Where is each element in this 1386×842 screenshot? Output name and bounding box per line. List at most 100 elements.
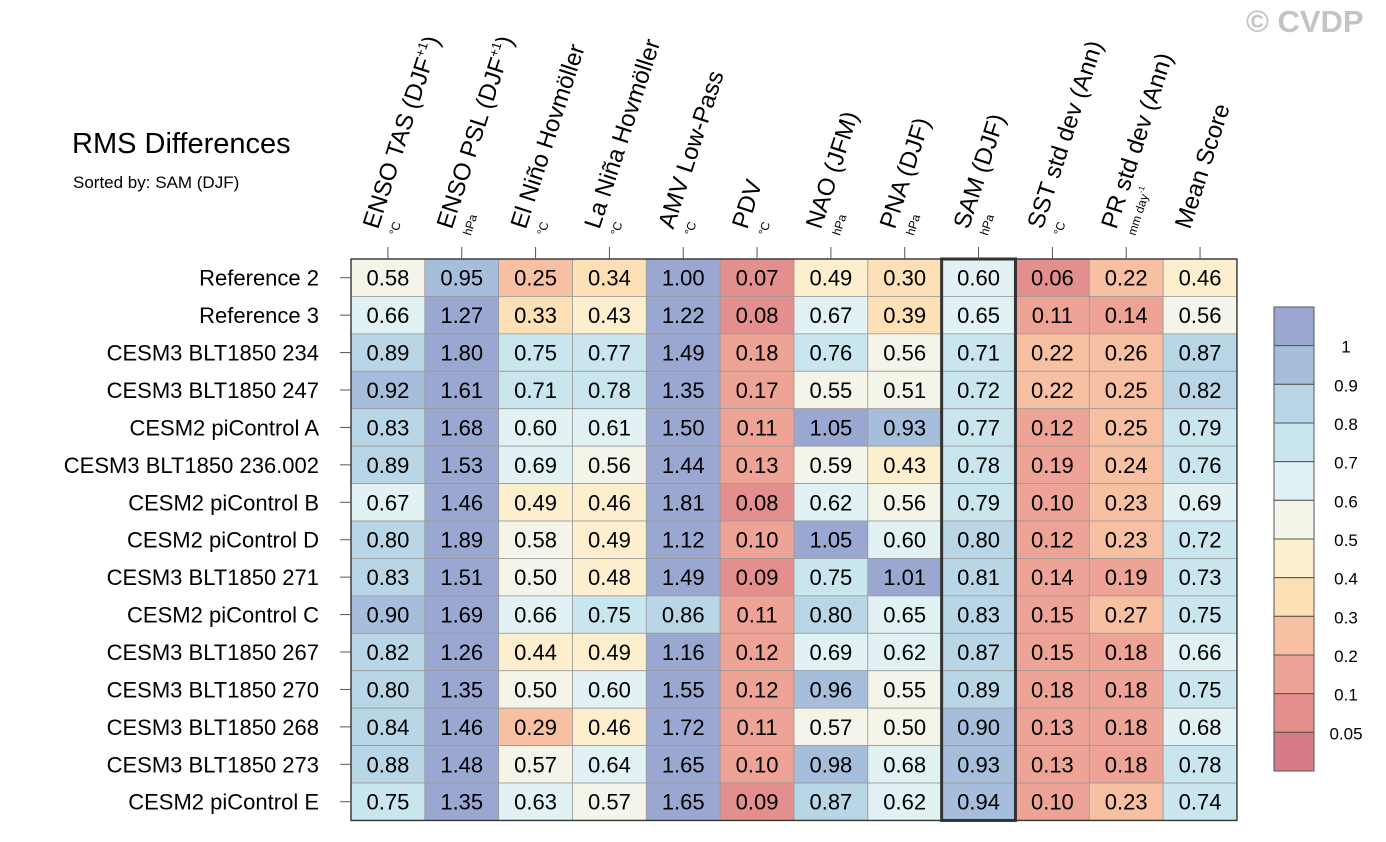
- cell-value-label: 1.69: [440, 603, 483, 628]
- cell-value-label: 0.69: [1179, 490, 1222, 515]
- cell-value-label: 0.75: [367, 790, 410, 815]
- colorbar-tick-label: 0.9: [1334, 376, 1358, 395]
- cell-value-label: 0.34: [588, 266, 631, 291]
- column-unit-label: hPa: [460, 212, 480, 237]
- heatmap-cell: [867, 445, 943, 484]
- heatmap-cell: [1015, 745, 1090, 784]
- cell-value-label: 0.81: [957, 565, 1000, 590]
- heatmap-cell: [1162, 558, 1238, 597]
- heatmap-cell: [793, 445, 869, 484]
- cell-value-label: 0.74: [1179, 790, 1222, 815]
- cell-value-label: 0.18: [1105, 640, 1148, 665]
- cell-value-label: 1.72: [662, 715, 705, 740]
- cell-value-label: 0.83: [367, 415, 410, 440]
- cell-value-label: 1.53: [440, 453, 483, 478]
- cell-value-label: 0.15: [1031, 603, 1074, 628]
- cell-value-label: 0.66: [514, 603, 557, 628]
- column-label: AMV Low-Pass: [653, 67, 729, 231]
- heatmap-cell: [350, 670, 426, 709]
- cell-value-label: 0.82: [367, 640, 410, 665]
- row-label: CESM2 piControl D: [127, 528, 319, 553]
- cell-value-label: 0.71: [514, 378, 557, 403]
- heatmap-cell: [498, 745, 573, 784]
- row-label: CESM2 piControl C: [127, 603, 319, 628]
- cell-value-label: 0.44: [514, 640, 557, 665]
- cell-value-label: 0.12: [1031, 528, 1074, 553]
- cell-value-label: 0.11: [736, 415, 777, 440]
- cell-value-label: 1.48: [440, 752, 483, 777]
- heatmap-cell: [645, 520, 721, 559]
- row-label: CESM3 BLT1850 273: [107, 752, 319, 777]
- cell-value-label: 0.06: [1031, 266, 1074, 291]
- colorbar-segment: [1273, 693, 1315, 733]
- colorbar-segment: [1273, 577, 1315, 617]
- row-label: CESM2 piControl A: [129, 415, 319, 440]
- cell-value-label: 0.89: [367, 341, 410, 366]
- cell-value-label: 0.10: [1031, 790, 1074, 815]
- heatmap-cell: [867, 782, 943, 821]
- cell-value-label: 0.10: [736, 528, 779, 553]
- heatmap-cell: [572, 782, 647, 821]
- heatmap-cell: [941, 670, 1016, 709]
- heatmap-cell: [350, 445, 426, 484]
- cell-value-label: 0.29: [514, 715, 557, 740]
- row-label: CESM3 BLT1850 247: [107, 378, 319, 403]
- cell-value-label: 0.79: [957, 490, 1000, 515]
- colorbar-segment: [1273, 383, 1315, 424]
- cell-value-label: 0.23: [1105, 490, 1148, 515]
- heatmap-cell: [498, 670, 573, 709]
- cell-value-label: 0.67: [367, 490, 410, 515]
- heatmap-cell: [645, 782, 721, 821]
- cell-value-label: 0.89: [367, 453, 410, 478]
- cell-value-label: 0.87: [1179, 341, 1222, 366]
- cell-value-label: 0.18: [1031, 677, 1074, 702]
- cell-value-label: 0.33: [514, 303, 557, 328]
- cell-value-label: 0.10: [736, 752, 779, 777]
- heatmap-cell: [867, 745, 943, 784]
- cell-value-label: 0.25: [1105, 415, 1148, 440]
- cell-value-label: 0.65: [883, 603, 926, 628]
- row-label: CESM3 BLT1850 270: [107, 677, 319, 702]
- heatmap-cell: [867, 520, 943, 559]
- heatmap-cell: [941, 707, 1016, 746]
- heatmap-cell: [498, 333, 573, 372]
- cell-value-label: 0.83: [957, 603, 1000, 628]
- heatmap-cell: [350, 296, 426, 335]
- cell-value-label: 0.09: [736, 790, 779, 815]
- column-label: ENSO TAS (DJF+1): [357, 32, 446, 231]
- heatmap-cell: [498, 558, 573, 597]
- heatmap-cell: [645, 483, 721, 522]
- cell-value-label: 0.14: [1105, 303, 1148, 328]
- cell-value-label: 0.76: [809, 341, 852, 366]
- cell-value-label: 0.80: [809, 603, 852, 628]
- cell-value-label: 0.08: [736, 490, 779, 515]
- cell-value-label: 0.27: [1105, 603, 1148, 628]
- cell-value-label: 0.62: [883, 640, 926, 665]
- cell-value-label: 0.46: [1179, 266, 1222, 291]
- cell-value-label: 0.58: [514, 528, 557, 553]
- heatmap-cell: [1162, 408, 1238, 447]
- cell-value-label: 0.18: [736, 341, 779, 366]
- heatmap-cell: [424, 258, 500, 297]
- heatmap-cell: [793, 595, 869, 634]
- cell-value-label: 0.64: [588, 752, 631, 777]
- heatmap-cell: [1015, 408, 1090, 447]
- heatmap-cell: [1088, 258, 1164, 297]
- copyright-watermark: © CVDP: [1246, 4, 1364, 39]
- heatmap-cell: [719, 333, 795, 372]
- cell-value-label: 0.79: [1179, 415, 1222, 440]
- cell-value-label: 0.63: [514, 790, 557, 815]
- column-label: ENSO PSL (DJF+1): [431, 32, 520, 231]
- cell-value-label: 1.35: [440, 790, 483, 815]
- column-label: NAO (JFM): [801, 108, 864, 232]
- cell-value-label: 0.72: [1179, 528, 1222, 553]
- cell-value-label: 0.13: [1031, 752, 1074, 777]
- column-unit-label: hPa: [903, 212, 923, 237]
- cell-value-label: 1.89: [440, 528, 483, 553]
- cell-value-label: 0.10: [1031, 490, 1074, 515]
- row-labels: Reference 2 Reference 3 CESM3 BLT1850 234 C…: [64, 266, 351, 815]
- cell-value-label: 1.55: [662, 677, 705, 702]
- cell-value-label: 0.68: [1179, 715, 1222, 740]
- column-labels: ENSO TAS (DJF+1)°C ENSO PSL (DJF+1)hPa El …: [357, 32, 1236, 259]
